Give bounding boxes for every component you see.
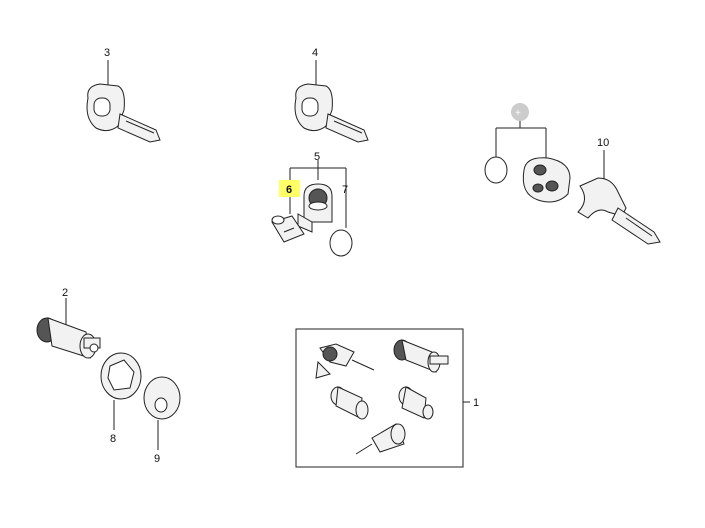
part-2-lock-cylinder[interactable] [36,298,101,359]
part-9-washer[interactable] [143,376,181,450]
callout-1: 1 [473,397,479,409]
kit-item-barrel-b [398,386,434,420]
part-3-key[interactable] [86,60,161,143]
placeholder-marker: + [511,103,529,121]
part-remote-housing[interactable] [522,157,571,203]
callout-7: 7 [342,184,348,196]
kit-item-pin [355,423,406,455]
kit-item-barrel-a [330,386,369,420]
part-8-ring[interactable] [100,352,142,430]
callout-9: 9 [154,453,160,465]
part-5-lock-barrel[interactable] [297,183,333,233]
part-4-key[interactable] [294,60,369,143]
callout-6-highlight [279,180,300,197]
part-battery-cell[interactable] [484,156,508,184]
part-6-pin[interactable] [271,215,305,243]
callout-5: 5 [314,151,320,163]
callout-4: 4 [312,47,318,59]
kit-item-lock-a [315,343,375,379]
part-1-lock-set-kit[interactable] [295,328,470,468]
callout-10: 10 [597,137,609,149]
part-7-cap[interactable] [329,229,353,257]
kit-item-cylinder [393,339,449,373]
callout-6: 6 [286,184,292,196]
callout-3: 3 [104,47,110,59]
callout-8: 8 [110,433,116,445]
callout-2: 2 [62,287,68,299]
part-10-flip-key[interactable] [577,177,661,245]
svg-text:+: + [515,108,521,119]
